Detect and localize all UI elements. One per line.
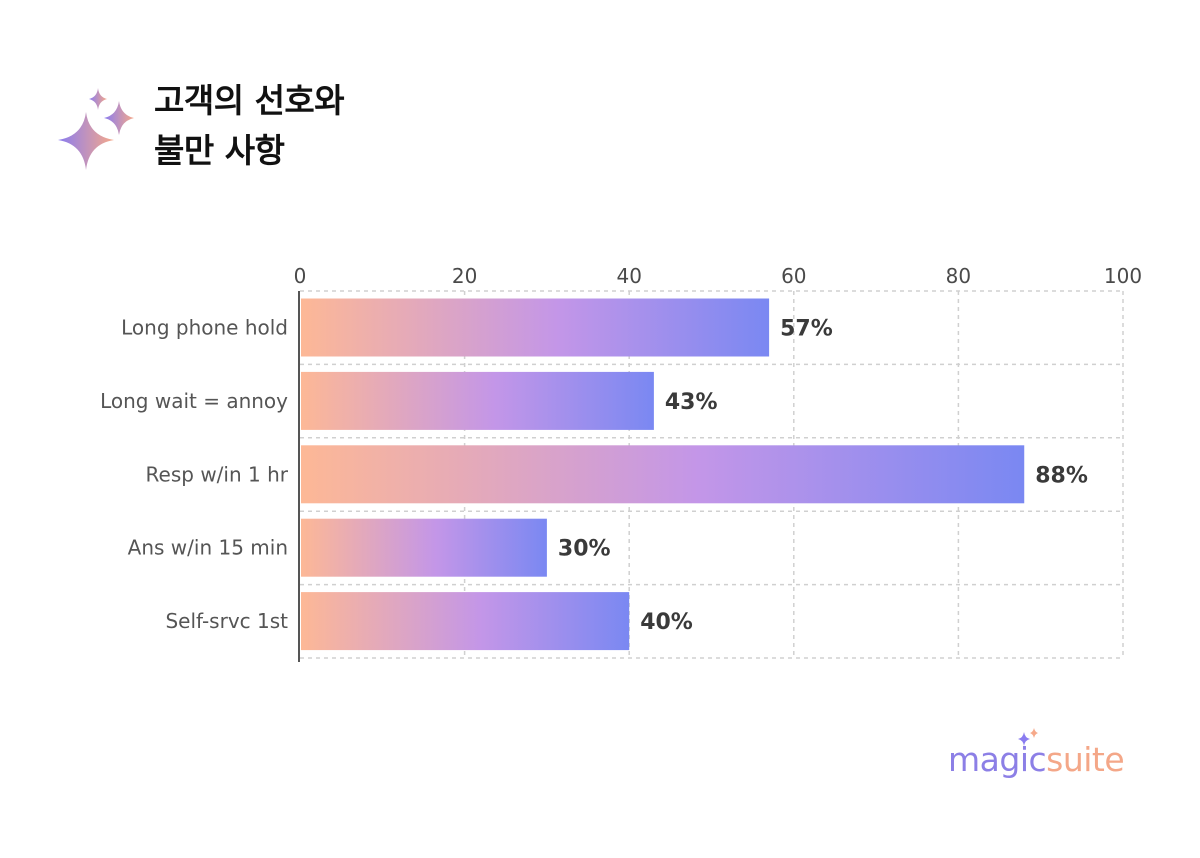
- logo-text-magic: magic: [948, 740, 1047, 779]
- category-label: Resp w/in 1 hr: [146, 462, 289, 486]
- x-tick-label: 20: [452, 264, 477, 288]
- value-label: 43%: [665, 390, 718, 415]
- logo-sparkle-icon: [1018, 728, 1038, 746]
- category-label: Self-srvc 1st: [165, 609, 288, 633]
- bar: [301, 592, 630, 651]
- value-label: 40%: [640, 610, 693, 635]
- chart-title-line1: 고객의 선호와: [154, 81, 345, 120]
- value-label: 30%: [558, 537, 611, 562]
- bar: [301, 445, 1025, 504]
- x-tick-label: 80: [946, 264, 971, 288]
- bar: [301, 371, 654, 430]
- category-label: Ans w/in 15 min: [128, 536, 288, 560]
- x-tick-label: 0: [294, 264, 307, 288]
- bar: [301, 518, 547, 577]
- sparkle-icon: [56, 76, 148, 176]
- value-label: 57%: [780, 317, 833, 342]
- logo-text-suite: suite: [1046, 740, 1125, 779]
- category-label: Long wait = annoy: [100, 389, 288, 413]
- x-tick-label: 100: [1104, 264, 1142, 288]
- value-label: 88%: [1035, 463, 1088, 488]
- title-block: 고객의 선호와 불만 사항: [56, 76, 345, 176]
- magicsuite-logo: magicsuite: [948, 728, 1125, 779]
- x-tick-label: 40: [616, 264, 641, 288]
- category-label: Long phone hold: [121, 316, 288, 340]
- chart-title-line2: 불만 사항: [154, 131, 285, 170]
- x-tick-label: 60: [781, 264, 806, 288]
- bar: [301, 298, 770, 357]
